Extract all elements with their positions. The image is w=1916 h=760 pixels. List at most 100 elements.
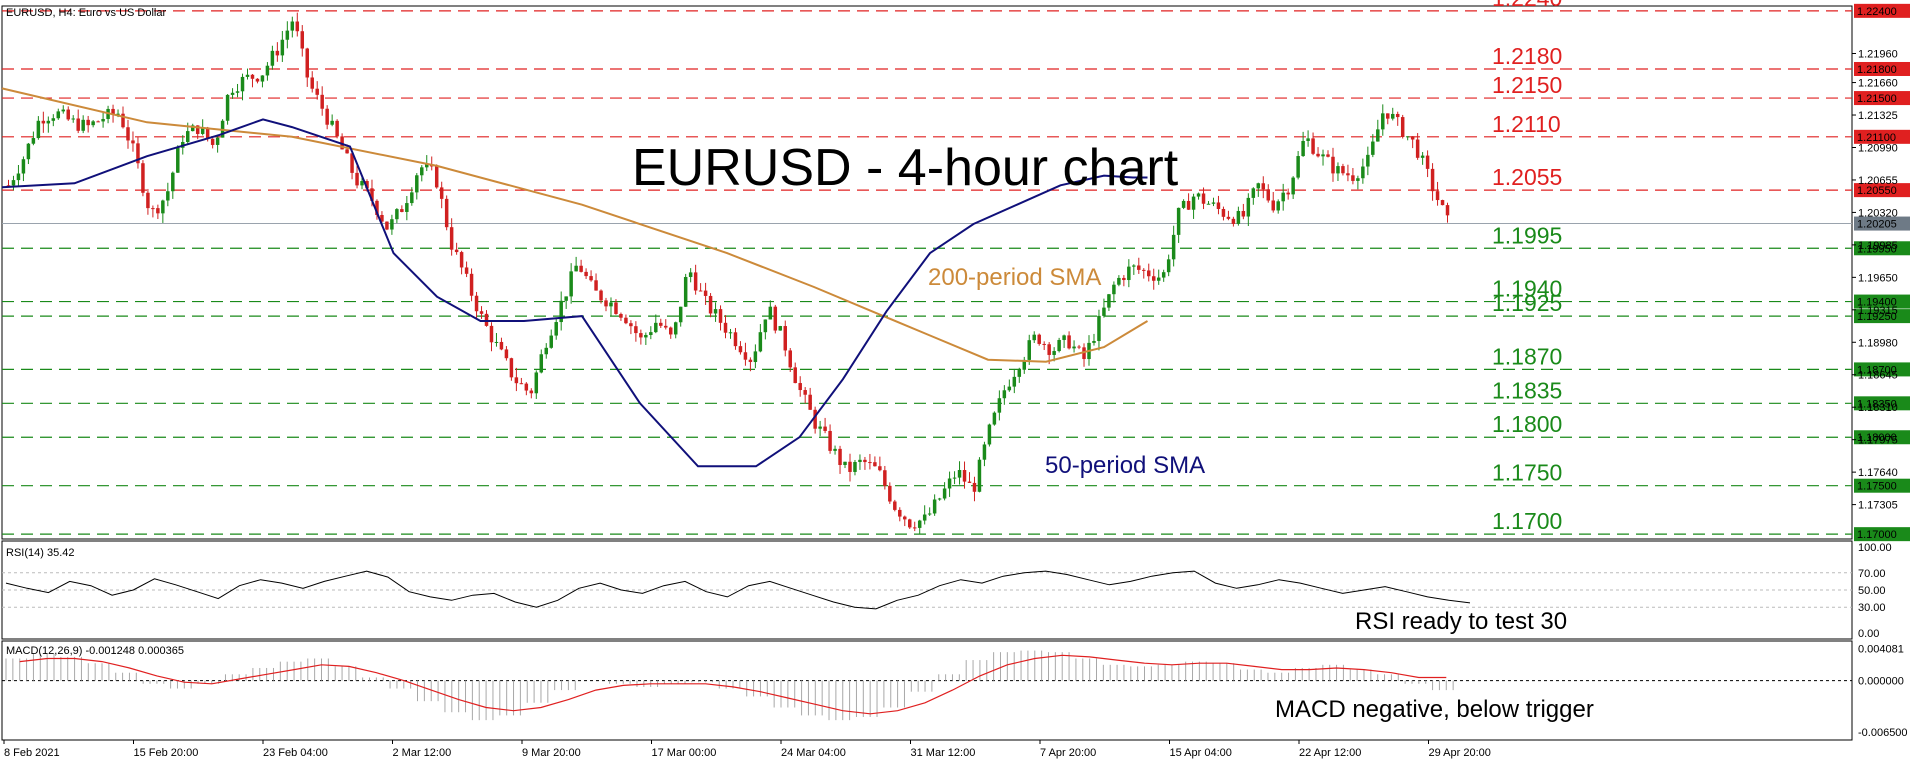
candle-body: [111, 108, 115, 115]
candle-body: [1122, 277, 1126, 281]
candle-body: [51, 118, 56, 121]
candle-body: [947, 478, 952, 489]
candle-body: [673, 322, 678, 335]
axis-tick-label: 1.17640: [1858, 467, 1898, 479]
level-label: 1.1995: [1492, 222, 1562, 248]
candle-body: [46, 120, 51, 124]
candle-body: [320, 94, 324, 109]
candle-body: [1306, 138, 1310, 141]
candle-body: [1112, 284, 1116, 295]
candle-body: [469, 273, 474, 296]
candle-body: [1052, 351, 1056, 355]
candle-body: [753, 351, 758, 363]
candle-body: [544, 347, 548, 355]
candle-body: [11, 180, 16, 186]
candle-body: [1156, 277, 1161, 281]
candle-body: [1022, 359, 1027, 370]
candle-body: [161, 200, 165, 214]
candle-body: [703, 290, 708, 296]
candle-body: [982, 444, 987, 460]
candle-body: [41, 120, 46, 124]
candle-body: [6, 185, 11, 187]
candle-body: [434, 166, 439, 188]
candle-body: [1206, 203, 1211, 205]
candle-body: [898, 509, 902, 517]
rsi-tick-label: 100.00: [1858, 542, 1892, 554]
level-labels: 1.2240 1.2180 1.2150 1.2110 1.2055 1.1995 1.19…: [1492, 0, 1562, 534]
candle-body: [335, 120, 339, 137]
axis-tick-label: 1.19650: [1858, 272, 1898, 284]
time-tick-label: 15 Apr 04:00: [1170, 747, 1232, 759]
candle-body: [743, 352, 748, 360]
candle-body: [310, 77, 314, 89]
candle-body: [1057, 339, 1061, 352]
candle-body: [350, 153, 354, 173]
axis-level-text: 1.19400: [1857, 297, 1897, 309]
axis-tick-label: 1.19985: [1858, 240, 1898, 252]
candle-body: [449, 227, 454, 250]
candle-body: [390, 219, 394, 230]
candle-body: [1251, 188, 1256, 198]
candle-body: [932, 499, 937, 514]
candle-body: [723, 322, 728, 333]
candle-body: [126, 127, 130, 141]
axis-tick-label: 1.18310: [1858, 402, 1898, 414]
candle-body: [823, 426, 827, 431]
candle-body: [36, 120, 41, 139]
candle-body: [295, 21, 300, 32]
candle-body: [738, 346, 743, 353]
candle-body: [1281, 192, 1285, 202]
macd-tick-label: 0.000000: [1858, 676, 1904, 688]
axis-level-box: [1854, 91, 1910, 106]
candle-body: [489, 325, 494, 343]
candle-body: [1420, 155, 1425, 158]
axis-tick-label: 1.21325: [1858, 110, 1898, 122]
candle-body: [280, 39, 285, 56]
candle-body: [917, 520, 922, 528]
candle-body: [624, 317, 628, 324]
candle-body: [1256, 183, 1261, 189]
candle-body: [1316, 153, 1320, 157]
candle-body: [156, 208, 160, 214]
candle-body: [300, 31, 305, 49]
candle-body: [843, 461, 847, 465]
candle-body: [56, 111, 61, 119]
level-label: 1.1800: [1492, 411, 1562, 437]
candle-body: [71, 118, 75, 120]
candle-body: [967, 481, 972, 483]
candle-body: [1176, 207, 1181, 235]
axis-level-box: [1854, 3, 1910, 18]
candle-body: [678, 306, 683, 323]
axis-level-box: [1854, 396, 1910, 411]
time-tick-label: 2 Mar 12:00: [393, 747, 452, 759]
candle-body: [1216, 202, 1221, 209]
candle-body: [1296, 156, 1300, 178]
candle-body: [86, 119, 90, 126]
candle-body: [1117, 277, 1121, 285]
current-price-box: [1854, 216, 1910, 231]
candle-body: [1027, 340, 1031, 360]
candle-body: [654, 322, 658, 333]
candle-body: [778, 326, 783, 331]
axis-level-text: 1.17500: [1857, 481, 1897, 493]
macd-tick-label: 0.004081: [1858, 643, 1904, 655]
candle-body: [1102, 307, 1106, 316]
candle-body: [1390, 113, 1395, 119]
candle-body: [524, 383, 529, 391]
candle-body: [260, 75, 265, 82]
candle-body: [1336, 166, 1340, 174]
time-axis: 8 Feb 2021 15 Feb 20:00 23 Feb 04:00 2 Mar …: [3, 740, 1491, 759]
axis-tick-label: 1.17305: [1858, 500, 1898, 512]
axis-level-box: [1854, 241, 1910, 256]
candle-body: [793, 367, 797, 384]
candle-body: [783, 326, 788, 351]
candle-body: [425, 164, 429, 168]
candle-body: [808, 394, 812, 410]
candle-body: [494, 341, 499, 343]
candle-body: [26, 143, 31, 160]
candle-body: [330, 120, 334, 125]
candle-body: [101, 118, 105, 122]
panel-frame: [1, 640, 1853, 741]
candle-body: [265, 65, 270, 76]
candle-body: [360, 181, 364, 186]
